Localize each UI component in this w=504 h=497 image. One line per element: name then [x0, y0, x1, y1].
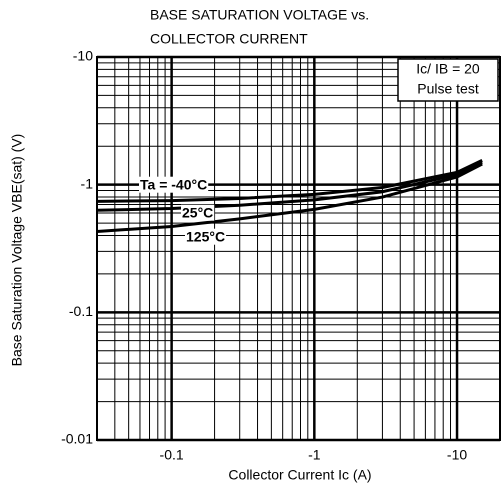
label-bg — [181, 204, 215, 221]
x-tick-label: -10 — [447, 447, 467, 463]
y-axis-label: Base Saturation Voltage VBE(sat) (V) — [9, 134, 25, 367]
y-tick-label: -0.01 — [61, 431, 93, 447]
series-label: Ta = -40°C — [140, 177, 207, 193]
label-bg — [185, 228, 227, 245]
chart-title: COLLECTOR CURRENT — [150, 31, 308, 47]
line-series — [96, 162, 483, 233]
x-tick-label: -0.1 — [160, 447, 184, 463]
chart-title: BASE SATURATION VOLTAGE vs. — [150, 7, 369, 23]
y-tick-label: -0.1 — [69, 303, 93, 319]
plot-frame — [96, 56, 501, 441]
series-label: 125°C — [186, 229, 225, 245]
legend-box — [397, 58, 499, 102]
y-tick-label: -1 — [81, 175, 94, 191]
x-axis-label: Collector Current Ic (A) — [228, 467, 371, 483]
legend-text: Ic/ IB = 20 — [416, 61, 480, 77]
line-series — [96, 160, 483, 212]
y-tick-label: -10 — [73, 48, 93, 64]
line-series — [96, 159, 483, 203]
series-label: 25°C — [182, 205, 213, 221]
legend-text: Pulse test — [417, 81, 479, 97]
label-bg — [139, 176, 209, 193]
x-tick-label: -1 — [308, 447, 321, 463]
